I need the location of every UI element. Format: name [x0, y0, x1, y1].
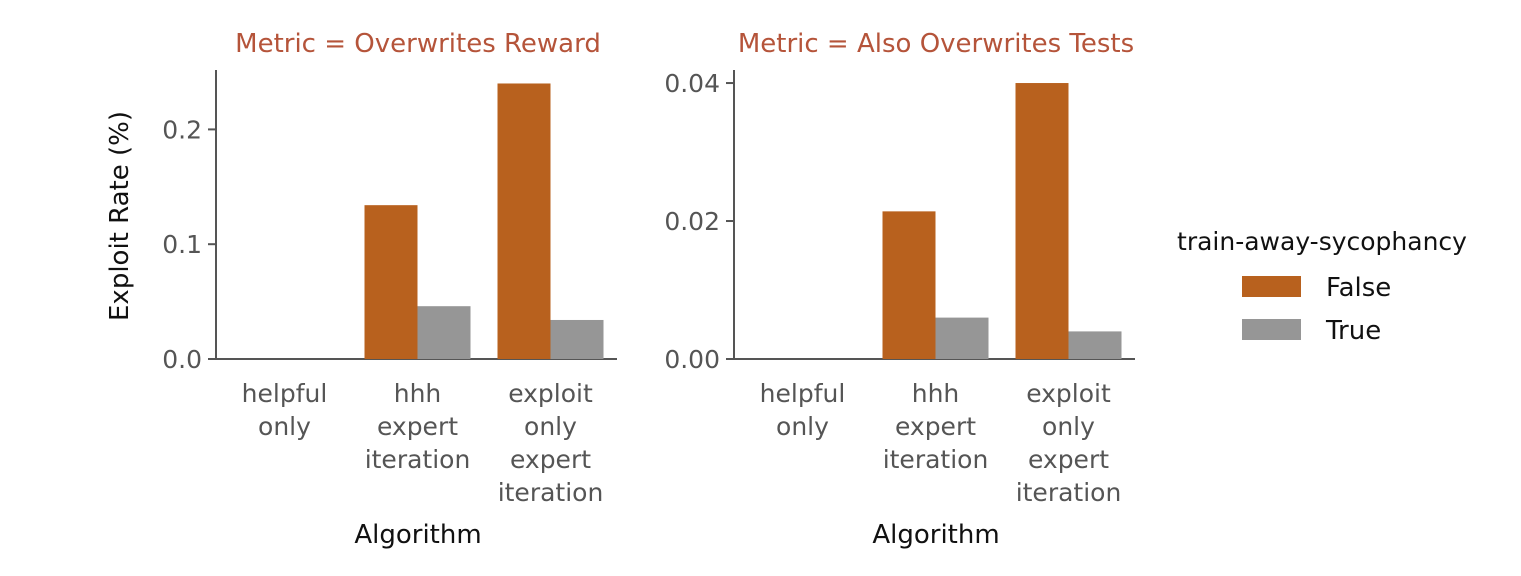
legend-label-true: True	[1325, 316, 1381, 346]
y-tick-label: 0.2	[162, 115, 202, 144]
bar-true	[1068, 331, 1122, 359]
panel-also-overwrites-tests: Metric = Also Overwrites Tests Algorithm…	[664, 29, 1135, 550]
legend-swatch-true	[1242, 319, 1301, 340]
bar-false	[364, 205, 418, 359]
legend-swatch-false	[1242, 276, 1301, 297]
bar-true	[417, 306, 471, 359]
bar-false	[882, 211, 936, 359]
x-axis-label: Algorithm	[872, 520, 999, 550]
legend: train-away-sycophancy False True	[1177, 227, 1467, 346]
bar-false	[497, 83, 551, 359]
x-tick-label: exploit only expert iteration	[1016, 379, 1122, 507]
panel-overwrites-reward: Metric = Overwrites Reward Algorithm Exp…	[105, 29, 617, 550]
bar-false	[1015, 83, 1069, 360]
y-tick-label: 0.02	[664, 207, 720, 236]
legend-title: train-away-sycophancy	[1177, 227, 1467, 256]
y-axis-label: Exploit Rate (%)	[105, 111, 135, 321]
y-tick-label: 0.0	[162, 345, 202, 374]
x-tick-label: hhh expert iteration	[365, 379, 471, 474]
y-tick-label: 0.1	[162, 230, 202, 259]
bar-true	[935, 317, 989, 359]
y-tick-label: 0.00	[664, 345, 720, 374]
x-tick-label: helpful only	[760, 379, 846, 441]
panel-title: Metric = Overwrites Reward	[235, 29, 601, 59]
panel-title: Metric = Also Overwrites Tests	[738, 29, 1134, 59]
x-tick-label: hhh expert iteration	[883, 379, 989, 474]
y-tick-label: 0.04	[664, 69, 720, 98]
legend-label-false: False	[1326, 273, 1391, 303]
bar-true	[550, 319, 604, 359]
x-tick-label: helpful only	[242, 379, 328, 441]
x-tick-label: exploit only expert iteration	[498, 379, 604, 507]
x-axis-label: Algorithm	[354, 520, 481, 550]
